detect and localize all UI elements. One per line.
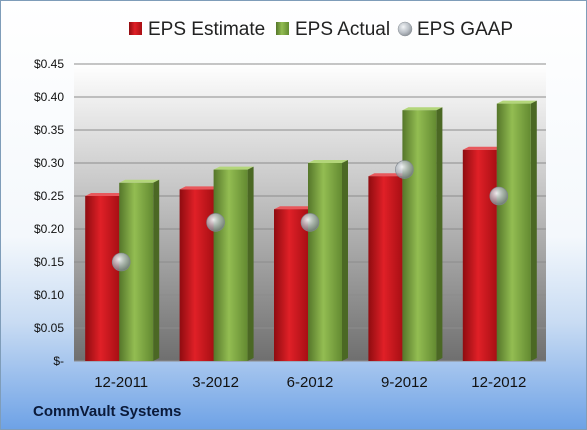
eps-gaap-marker xyxy=(300,213,320,232)
y-tick-label: $0.15 xyxy=(34,255,64,269)
eps-gaap-marker xyxy=(111,252,131,272)
eps-actual-bar-side xyxy=(342,160,348,361)
y-tick-label: $- xyxy=(53,354,64,368)
eps-actual-bar-side xyxy=(436,107,443,361)
x-axis: 12-2011 3-2012 6-2012 9-2012 12-2012 xyxy=(94,374,526,391)
company-name: CommVault Systems xyxy=(33,403,182,420)
y-tick-label: $0.45 xyxy=(34,57,64,71)
x-tick-label: 9-2012 xyxy=(381,374,428,391)
legend-swatch-actual xyxy=(276,22,289,35)
eps-actual-bar xyxy=(308,163,342,361)
legend: EPS Estimate EPS Actual EPS GAAP xyxy=(129,19,513,40)
eps-estimate-bar-top xyxy=(462,146,503,150)
y-tick-label: $0.25 xyxy=(34,189,64,203)
eps-actual-bar-side xyxy=(153,179,160,361)
eps-actual-bar xyxy=(496,103,531,361)
eps-actual-bar-top xyxy=(496,100,537,104)
eps-estimate-bar xyxy=(85,196,120,361)
eps-actual-bar xyxy=(213,169,248,361)
eps-actual-bar-top xyxy=(308,160,348,163)
y-tick-label: $0.05 xyxy=(34,321,64,335)
legend-swatch-estimate xyxy=(129,22,142,35)
eps-estimate-bar xyxy=(462,149,497,361)
x-tick-label: 6-2012 xyxy=(287,374,334,391)
bars xyxy=(85,100,537,361)
eps-actual-bar-top xyxy=(119,179,160,183)
y-tick-label: $0.20 xyxy=(34,222,64,236)
eps-gaap-marker xyxy=(395,160,414,179)
eps-estimate-bar xyxy=(368,176,403,361)
x-tick-label: 12-2012 xyxy=(471,374,526,391)
eps-gaap-marker xyxy=(489,186,509,206)
eps-estimate-bar-top xyxy=(274,206,314,210)
x-tick-label: 12-2011 xyxy=(94,374,148,391)
eps-estimate-bar-top xyxy=(85,193,126,196)
legend-swatch-gaap xyxy=(397,21,413,37)
eps-actual-bar-top xyxy=(213,166,254,170)
eps-actual-bar xyxy=(402,110,437,361)
legend-label-gaap: EPS GAAP xyxy=(417,19,513,40)
y-tick-label: $0.40 xyxy=(34,90,64,104)
x-tick-label: 3-2012 xyxy=(192,374,239,391)
y-tick-label: $0.35 xyxy=(34,123,64,137)
y-tick-label: $0.10 xyxy=(34,288,64,302)
eps-actual-bar xyxy=(119,182,154,361)
legend-label-actual: EPS Actual xyxy=(295,19,390,40)
eps-estimate-bar xyxy=(274,209,308,361)
y-tick-label: $0.30 xyxy=(34,156,64,170)
eps-actual-bar-side xyxy=(530,100,537,361)
eps-gaap-marker xyxy=(206,213,225,232)
gaap-markers xyxy=(111,160,509,272)
eps-estimate-bar-top xyxy=(179,186,220,190)
eps-actual-bar-side xyxy=(247,166,254,361)
eps-estimate-bar xyxy=(179,189,214,361)
eps-actual-bar-top xyxy=(402,107,443,111)
y-axis: $- $0.05 $0.10 $0.15 $0.20 $0.25 $0.30 $0.35 $0.… xyxy=(34,57,64,368)
legend-label-estimate: EPS Estimate xyxy=(148,19,265,40)
